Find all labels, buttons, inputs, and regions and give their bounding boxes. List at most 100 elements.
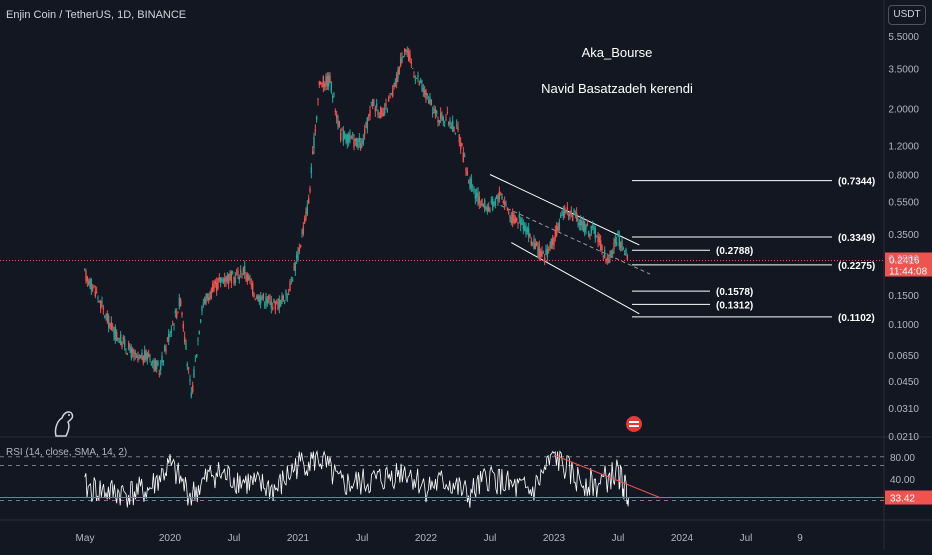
- candle-body: [139, 354, 142, 357]
- candle-body: [389, 96, 391, 99]
- candle-body: [457, 127, 459, 130]
- candle-body: [433, 108, 435, 111]
- price-tick-label: 0.5500: [888, 197, 919, 208]
- candle-body: [465, 167, 467, 171]
- candle-body: [293, 266, 295, 268]
- current-price-tag: [885, 252, 932, 277]
- candle-body: [409, 54, 411, 62]
- candle-body: [187, 367, 190, 369]
- candle-body: [303, 218, 306, 224]
- flag-icon[interactable]: [626, 416, 642, 432]
- candle-body: [543, 257, 546, 263]
- candle-body: [365, 122, 367, 125]
- candle-body: [549, 245, 551, 248]
- candle-body: [607, 259, 610, 264]
- candle-body: [179, 299, 182, 307]
- candle-body: [443, 121, 446, 123]
- candle-body: [502, 201, 505, 203]
- candle-body: [511, 212, 514, 223]
- candle-body: [523, 225, 526, 232]
- candle-body: [609, 254, 611, 259]
- candle-body: [171, 323, 174, 325]
- candle-body: [555, 225, 558, 236]
- rsi-indicator-title[interactable]: RSI (14, close, SMA, 14, 2): [6, 447, 128, 458]
- candle-body: [175, 313, 178, 318]
- candle-body: [298, 248, 301, 252]
- candle-body: [621, 240, 623, 251]
- candle-body: [249, 279, 251, 281]
- candle-body: [99, 301, 102, 309]
- candle-body: [185, 342, 187, 350]
- candle-body: [299, 245, 302, 247]
- candle-body: [533, 238, 535, 249]
- candle-body: [566, 206, 569, 210]
- candle-body: [462, 152, 465, 162]
- candle-body: [575, 212, 578, 221]
- candle-body: [606, 257, 609, 260]
- candle-body: [135, 355, 138, 358]
- candle-body: [455, 124, 458, 126]
- candle-body: [145, 349, 147, 359]
- candle-body: [401, 57, 403, 63]
- price-tick-label: 5.5000: [888, 32, 919, 43]
- time-tick-label: Jul: [612, 533, 625, 544]
- candle-body: [221, 278, 223, 280]
- candle-body: [515, 217, 518, 222]
- candle-body: [95, 291, 98, 293]
- candle-body: [215, 282, 218, 292]
- candle-body: [534, 243, 537, 250]
- time-tick-label: 2022: [415, 533, 438, 544]
- candle-body: [619, 242, 622, 248]
- candle-body: [618, 234, 621, 247]
- candle-body: [250, 283, 253, 286]
- candle-body: [547, 249, 550, 251]
- candle-body: [166, 338, 169, 340]
- candle-body: [530, 240, 533, 246]
- candle-body: [119, 334, 122, 346]
- candle-body: [385, 103, 387, 106]
- candle-body: [222, 279, 225, 284]
- candle-body: [297, 252, 299, 260]
- candle-body: [305, 211, 307, 219]
- candle-body: [346, 135, 349, 143]
- candle-body: [130, 347, 133, 358]
- candle-body: [485, 207, 487, 210]
- candle-body: [157, 362, 159, 365]
- price-tick-label: 0.0450: [888, 377, 919, 388]
- candle-body: [394, 80, 397, 87]
- candle-body: [441, 114, 443, 121]
- candle-body: [450, 125, 453, 129]
- rsi-pane: 80.00 40.00 33.42: [0, 449, 932, 508]
- symbol-title[interactable]: Enjin Coin / TetherUS, 1D, BINANCE: [6, 9, 187, 21]
- candle-body: [262, 293, 265, 299]
- candle-body: [585, 224, 587, 230]
- candle-body: [207, 297, 210, 300]
- candle-body: [359, 143, 362, 150]
- candle-body: [163, 345, 166, 351]
- candle-body: [226, 275, 229, 282]
- candle-body: [333, 94, 335, 95]
- candle-body: [106, 313, 109, 322]
- currency-selector[interactable]: USDT: [888, 5, 926, 25]
- candle-body: [198, 330, 201, 335]
- candle-body: [331, 96, 334, 98]
- candle-body: [181, 312, 183, 316]
- candle-body: [343, 133, 346, 139]
- candle-body: [210, 289, 213, 299]
- candle-body: [505, 204, 507, 206]
- candle-body: [597, 235, 599, 242]
- candle-body: [391, 89, 394, 97]
- candle-body: [542, 252, 545, 254]
- candle-body: [246, 273, 249, 282]
- candle-body: [169, 334, 171, 336]
- price-tick-label: 0.2500: [888, 254, 919, 265]
- candle-body: [479, 203, 482, 206]
- candle-body: [427, 99, 430, 104]
- candle-body: [583, 222, 586, 233]
- candle-body: [417, 75, 419, 77]
- candle-body: [94, 291, 97, 297]
- candle-body: [230, 271, 233, 283]
- candle-body: [345, 138, 347, 142]
